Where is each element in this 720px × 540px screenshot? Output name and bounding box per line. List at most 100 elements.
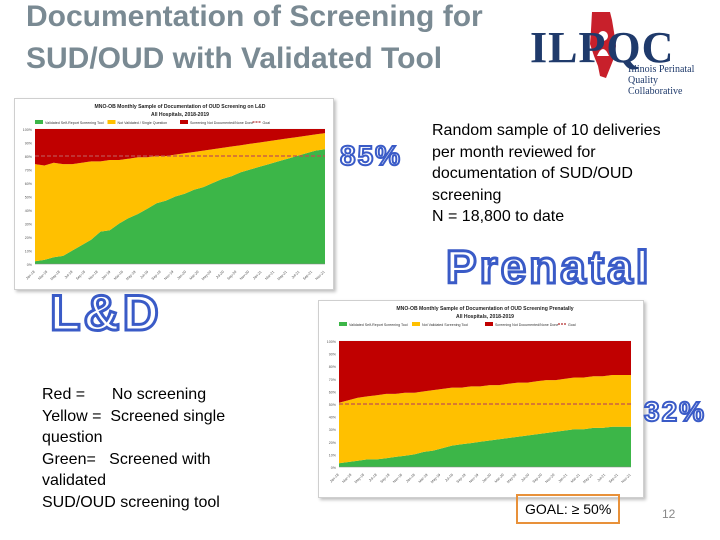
y-tick-label: 0% (331, 466, 337, 470)
area-red-screening-not-documented-none-done (339, 341, 631, 403)
legend-label: Not Validated Screening Tool (422, 323, 468, 327)
x-tick-label: Jul-20 (520, 473, 530, 483)
x-tick-label: Jan-19 (405, 473, 416, 484)
chart-subtitle: All Hospitals, 2018-2019 (151, 112, 209, 118)
area-green-validated-self-report-screening-tool (35, 149, 325, 264)
x-tick-label: Mar-21 (570, 473, 581, 484)
y-tick-label: 50% (25, 196, 33, 200)
x-tick-label: Mar-20 (189, 270, 200, 281)
description-line: documentation of SUD/OUD (432, 165, 633, 182)
chart-title: MNO-OB Monthly Sample of Documentation o… (95, 104, 266, 110)
x-tick-label: May-21 (277, 270, 288, 281)
x-tick-label: Jan-20 (481, 473, 492, 484)
prenatal-percent-label: 32% (643, 395, 707, 428)
x-tick-label: Jul-19 (444, 473, 454, 483)
x-tick-label: Sep-20 (226, 270, 237, 281)
x-tick-label: Nov-19 (163, 270, 174, 281)
legend-label: Not Validated / Single Question (118, 121, 168, 125)
y-tick-label: 90% (329, 353, 337, 357)
x-tick-label: Mar-21 (264, 270, 275, 281)
x-tick-label: May-18 (354, 473, 365, 484)
x-tick-label: Jan-18 (25, 270, 36, 281)
legend-label: Screening Not Documented/None Done (190, 121, 253, 125)
description-line: per month reviewed for (432, 143, 596, 161)
page-number: 12 (662, 507, 676, 521)
legend-swatch (485, 322, 493, 326)
legend-swatch (107, 120, 116, 124)
x-tick-label: Sep-19 (151, 270, 162, 281)
logo-subtitle-line2: Quality Collaborative (628, 75, 683, 97)
y-tick-label: 10% (25, 250, 33, 254)
x-tick-label: Mar-20 (494, 473, 505, 484)
y-tick-label: 0% (27, 263, 33, 267)
x-tick-label: Sep-20 (532, 473, 543, 484)
x-tick-label: Jul-21 (597, 473, 607, 483)
x-tick-label: Sep-19 (456, 473, 467, 484)
legend-swatch (180, 120, 188, 124)
x-tick-label: Sep-21 (302, 270, 313, 281)
x-tick-label: Mar-19 (113, 270, 124, 281)
chart-subtitle: All Hospitals, 2018-2019 (456, 314, 514, 320)
x-tick-label: Jan-19 (101, 270, 112, 281)
legend-label: Goal (263, 121, 271, 125)
y-tick-label: 30% (25, 223, 33, 227)
x-tick-label: Jul-20 (215, 270, 225, 280)
x-tick-label: Jan-20 (176, 270, 187, 281)
logo-subtitle: Illinois Perinatal Quality Collaborative (628, 64, 710, 97)
slide-title: Documentation of Screening for SUD/OUD w… (26, 0, 483, 75)
legend-label: Goal (568, 323, 576, 327)
x-tick-label: Jul-21 (291, 270, 301, 280)
x-tick-label: Jan-21 (252, 270, 263, 281)
prenatal-chart: MNO-OB Monthly Sample of Documentation o… (318, 300, 644, 498)
x-tick-label: May-18 (50, 270, 61, 281)
sample-description: Random sample of 10 deliveries per month… (432, 120, 702, 228)
x-tick-label: Sep-18 (75, 270, 86, 281)
x-tick-label: Nov-20 (544, 473, 555, 484)
y-tick-label: 10% (329, 453, 337, 457)
y-tick-label: 40% (329, 416, 337, 420)
y-tick-label: 60% (25, 182, 33, 186)
x-tick-label: May-19 (125, 270, 136, 281)
ld-chart: MNO-OB Monthly Sample of Documentation o… (14, 98, 334, 290)
description-line: N = 18,800 to date (432, 208, 565, 225)
legend-line: Yellow = Screened single (42, 407, 226, 425)
y-tick-label: 20% (25, 236, 33, 240)
chart-title: MNO-OB Monthly Sample of Documentation o… (396, 306, 573, 312)
ilpqc-logo: ILPQC Illinois Perinatal Quality Collabo… (530, 8, 710, 97)
x-tick-label: Jan-21 (558, 473, 569, 484)
legend-line: validated (42, 472, 107, 489)
x-tick-label: Jul-18 (64, 270, 74, 280)
x-tick-label: Mar-18 (342, 473, 353, 484)
legend-line: question (42, 429, 103, 446)
area-yellow-not-validated-single-question (35, 133, 325, 262)
y-tick-label: 20% (329, 441, 337, 445)
prenatal-heading: Prenatal (445, 240, 652, 295)
y-tick-label: 70% (329, 378, 337, 382)
x-tick-label: Sep-21 (608, 473, 619, 484)
legend-swatch (339, 322, 347, 326)
area-yellow-not-validated-screening-tool (339, 375, 631, 464)
x-tick-label: Nov-21 (621, 473, 632, 484)
ld-percent-label: 85% (339, 139, 403, 172)
x-tick-label: Jul-19 (139, 270, 149, 280)
area-green-validated-self-report-screening-tool (339, 426, 631, 467)
ld-chart-svg: MNO-OB Monthly Sample of Documentation o… (23, 104, 326, 281)
legend-label: Validated Self-Report Screening Tool (45, 121, 104, 125)
ld-heading: L&D (49, 284, 162, 343)
legend-label: Screening Not Documented/None Done (495, 323, 558, 327)
x-tick-label: May-19 (430, 473, 441, 484)
prenatal-chart-svg: MNO-OB Monthly Sample of Documentation o… (327, 306, 632, 484)
y-tick-label: 40% (25, 209, 33, 213)
x-tick-label: Mar-18 (37, 270, 48, 281)
x-tick-label: Nov-19 (468, 473, 479, 484)
legend-swatch (412, 322, 420, 326)
x-tick-label: May-21 (582, 473, 593, 484)
y-tick-label: 30% (329, 428, 337, 432)
x-tick-label: May-20 (506, 473, 517, 484)
y-tick-label: 90% (25, 142, 33, 146)
x-tick-label: May-20 (201, 270, 212, 281)
y-tick-label: 50% (329, 403, 337, 407)
illinois-state-icon (590, 12, 616, 78)
legend-line: SUD/OUD screening tool (42, 493, 220, 511)
x-tick-label: Nov-21 (315, 270, 326, 281)
